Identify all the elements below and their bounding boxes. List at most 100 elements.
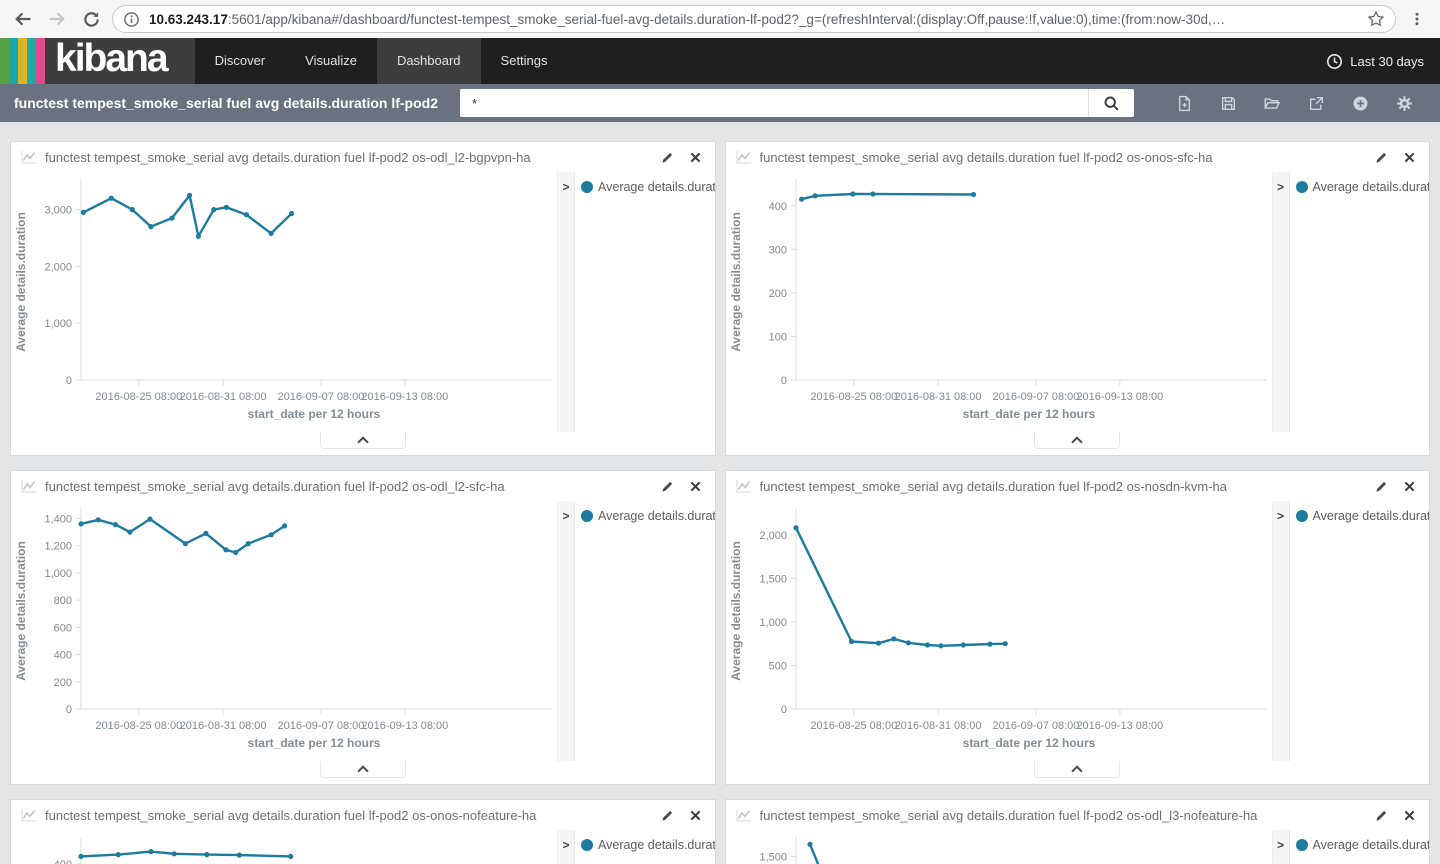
- collapse-panel-button[interactable]: [319, 761, 406, 778]
- search-input[interactable]: [460, 89, 1088, 117]
- new-dashboard-icon[interactable]: [1162, 84, 1206, 122]
- series-color-dot: [1295, 181, 1308, 193]
- dashboard-toolbar: functest tempest_smoke_serial fuel avg d…: [0, 84, 1440, 122]
- bookmark-star-icon[interactable]: [1367, 10, 1385, 28]
- legend-toggle[interactable]: >: [1272, 172, 1290, 432]
- legend-label[interactable]: Average details.durati...: [598, 180, 715, 194]
- legend-label[interactable]: Average details.durati...: [598, 838, 715, 852]
- svg-text:Average details.duration: Average details.duration: [14, 541, 28, 681]
- panel-title: functest tempest_smoke_serial avg detail…: [45, 478, 505, 494]
- panel-title: functest tempest_smoke_serial avg detail…: [759, 149, 1213, 165]
- line-chart-icon: [21, 150, 37, 164]
- legend-toggle[interactable]: >: [1272, 830, 1290, 864]
- svg-text:400: 400: [768, 201, 786, 213]
- legend-toggle[interactable]: >: [558, 830, 575, 864]
- svg-text:start_date per 12 hours: start_date per 12 hours: [248, 736, 381, 750]
- panel-header: functest tempest_smoke_serial avg detail…: [726, 471, 1430, 501]
- legend-toggle[interactable]: >: [558, 501, 575, 761]
- nav-tab-dashboard[interactable]: Dashboard: [376, 38, 481, 90]
- add-visualization-icon[interactable]: [1338, 84, 1382, 122]
- collapse-panel-button[interactable]: [1034, 432, 1121, 449]
- svg-text:2016-09-13 08:00: 2016-09-13 08:00: [361, 720, 448, 732]
- browser-url-bar[interactable]: 10.63.243.17:5601/app/kibana#/dashboard/…: [112, 5, 1396, 33]
- panel-footer: [11, 432, 715, 455]
- svg-text:400: 400: [54, 859, 72, 864]
- svg-text:300: 300: [768, 244, 786, 256]
- svg-text:Average details.duration: Average details.duration: [729, 541, 743, 681]
- legend-label[interactable]: Average details.durati...: [1312, 180, 1430, 194]
- edit-panel-icon[interactable]: [657, 809, 678, 822]
- collapse-panel-button[interactable]: [319, 432, 406, 449]
- svg-text:2016-09-07 08:00: 2016-09-07 08:00: [278, 391, 365, 403]
- search-button[interactable]: [1088, 89, 1134, 117]
- chevron-up-icon: [1071, 765, 1083, 777]
- chart-legend: > Average details.durati...: [1271, 830, 1430, 864]
- legend-toggle[interactable]: >: [558, 172, 575, 432]
- nav-tab-settings[interactable]: Settings: [500, 53, 548, 68]
- remove-panel-icon[interactable]: [686, 152, 705, 163]
- chevron-up-icon: [1071, 436, 1083, 448]
- panel-title: functest tempest_smoke_serial avg detail…: [759, 807, 1258, 823]
- line-chart: 0 200 400 600 800 1,000 1,200 1,400 2016-08-25 0…: [14, 508, 552, 750]
- options-gear-icon[interactable]: [1382, 84, 1426, 122]
- open-dashboard-icon[interactable]: [1250, 84, 1294, 122]
- legend-content: Average details.durati...: [1290, 830, 1430, 864]
- forward-icon[interactable]: [44, 6, 70, 32]
- svg-text:2016-08-25 08:00: 2016-08-25 08:00: [810, 391, 897, 403]
- series-color-dot: [1295, 510, 1308, 522]
- svg-text:1,000: 1,000: [44, 568, 72, 580]
- svg-text:2016-09-07 08:00: 2016-09-07 08:00: [278, 720, 365, 732]
- save-dashboard-icon[interactable]: [1206, 84, 1250, 122]
- search-group: [460, 89, 1134, 117]
- nav-tab-discover[interactable]: Discover: [214, 53, 266, 68]
- share-dashboard-icon[interactable]: [1294, 84, 1338, 122]
- edit-panel-icon[interactable]: [1371, 151, 1392, 164]
- legend-label[interactable]: Average details.durati...: [598, 509, 715, 523]
- panel-body: 0 1,000 2,000 3,000 2016-08-25 08:00 2016-08-…: [11, 172, 715, 432]
- back-icon[interactable]: [10, 6, 36, 32]
- remove-panel-icon[interactable]: [686, 481, 705, 492]
- svg-text:start_date per 12 hours: start_date per 12 hours: [962, 736, 1095, 750]
- reload-icon[interactable]: [78, 6, 104, 32]
- legend-toggle[interactable]: >: [1272, 501, 1290, 761]
- edit-panel-icon[interactable]: [657, 480, 678, 493]
- dashboard-title: functest tempest_smoke_serial fuel avg d…: [14, 95, 438, 111]
- collapse-panel-button[interactable]: [1034, 761, 1121, 778]
- svg-text:800: 800: [54, 595, 72, 607]
- edit-panel-icon[interactable]: [1371, 480, 1392, 493]
- remove-panel-icon[interactable]: [1400, 481, 1419, 492]
- line-chart: 0 1,000 2,000 3,000 2016-08-25 08:002016-08-…: [14, 179, 552, 421]
- svg-text:600: 600: [54, 622, 72, 634]
- panel-title: functest tempest_smoke_serial avg detail…: [759, 478, 1228, 494]
- svg-text:0: 0: [66, 704, 72, 716]
- line-chart-icon: [21, 479, 37, 493]
- legend-label[interactable]: Average details.durati...: [1312, 509, 1430, 523]
- chart-legend: > Average details.durati...: [557, 830, 715, 864]
- svg-text:1,500: 1,500: [759, 573, 787, 585]
- nav-tab-visualize[interactable]: Visualize: [305, 53, 357, 68]
- chart-legend: > Average details.durati...: [1271, 501, 1430, 761]
- edit-panel-icon[interactable]: [657, 151, 678, 164]
- time-filter[interactable]: Last 30 days: [1326, 38, 1440, 84]
- legend-label[interactable]: Average details.durati...: [1312, 838, 1430, 852]
- panel-header: functest tempest_smoke_serial avg detail…: [726, 800, 1430, 830]
- svg-text:Average details.duration: Average details.duration: [14, 212, 28, 352]
- svg-text:2016-09-13 08:00: 2016-09-13 08:00: [1076, 391, 1163, 403]
- panel-grid: functest tempest_smoke_serial avg detail…: [10, 141, 1430, 864]
- remove-panel-icon[interactable]: [1400, 810, 1419, 821]
- panel-body: 0 200 400 600 800 1,000 1,200 1,400 2016-08-25 0…: [11, 501, 715, 761]
- svg-text:2016-09-07 08:00: 2016-09-07 08:00: [992, 720, 1079, 732]
- svg-text:2016-08-31 08:00: 2016-08-31 08:00: [180, 391, 267, 403]
- edit-panel-icon[interactable]: [1371, 809, 1392, 822]
- remove-panel-icon[interactable]: [1400, 152, 1419, 163]
- svg-text:start_date per 12 hours: start_date per 12 hours: [962, 407, 1095, 421]
- chevron-right-icon: >: [1276, 509, 1284, 523]
- remove-panel-icon[interactable]: [686, 810, 705, 821]
- browser-menu-icon[interactable]: [1404, 6, 1430, 32]
- panel-header: functest tempest_smoke_serial avg detail…: [11, 471, 715, 501]
- info-icon[interactable]: [123, 11, 140, 28]
